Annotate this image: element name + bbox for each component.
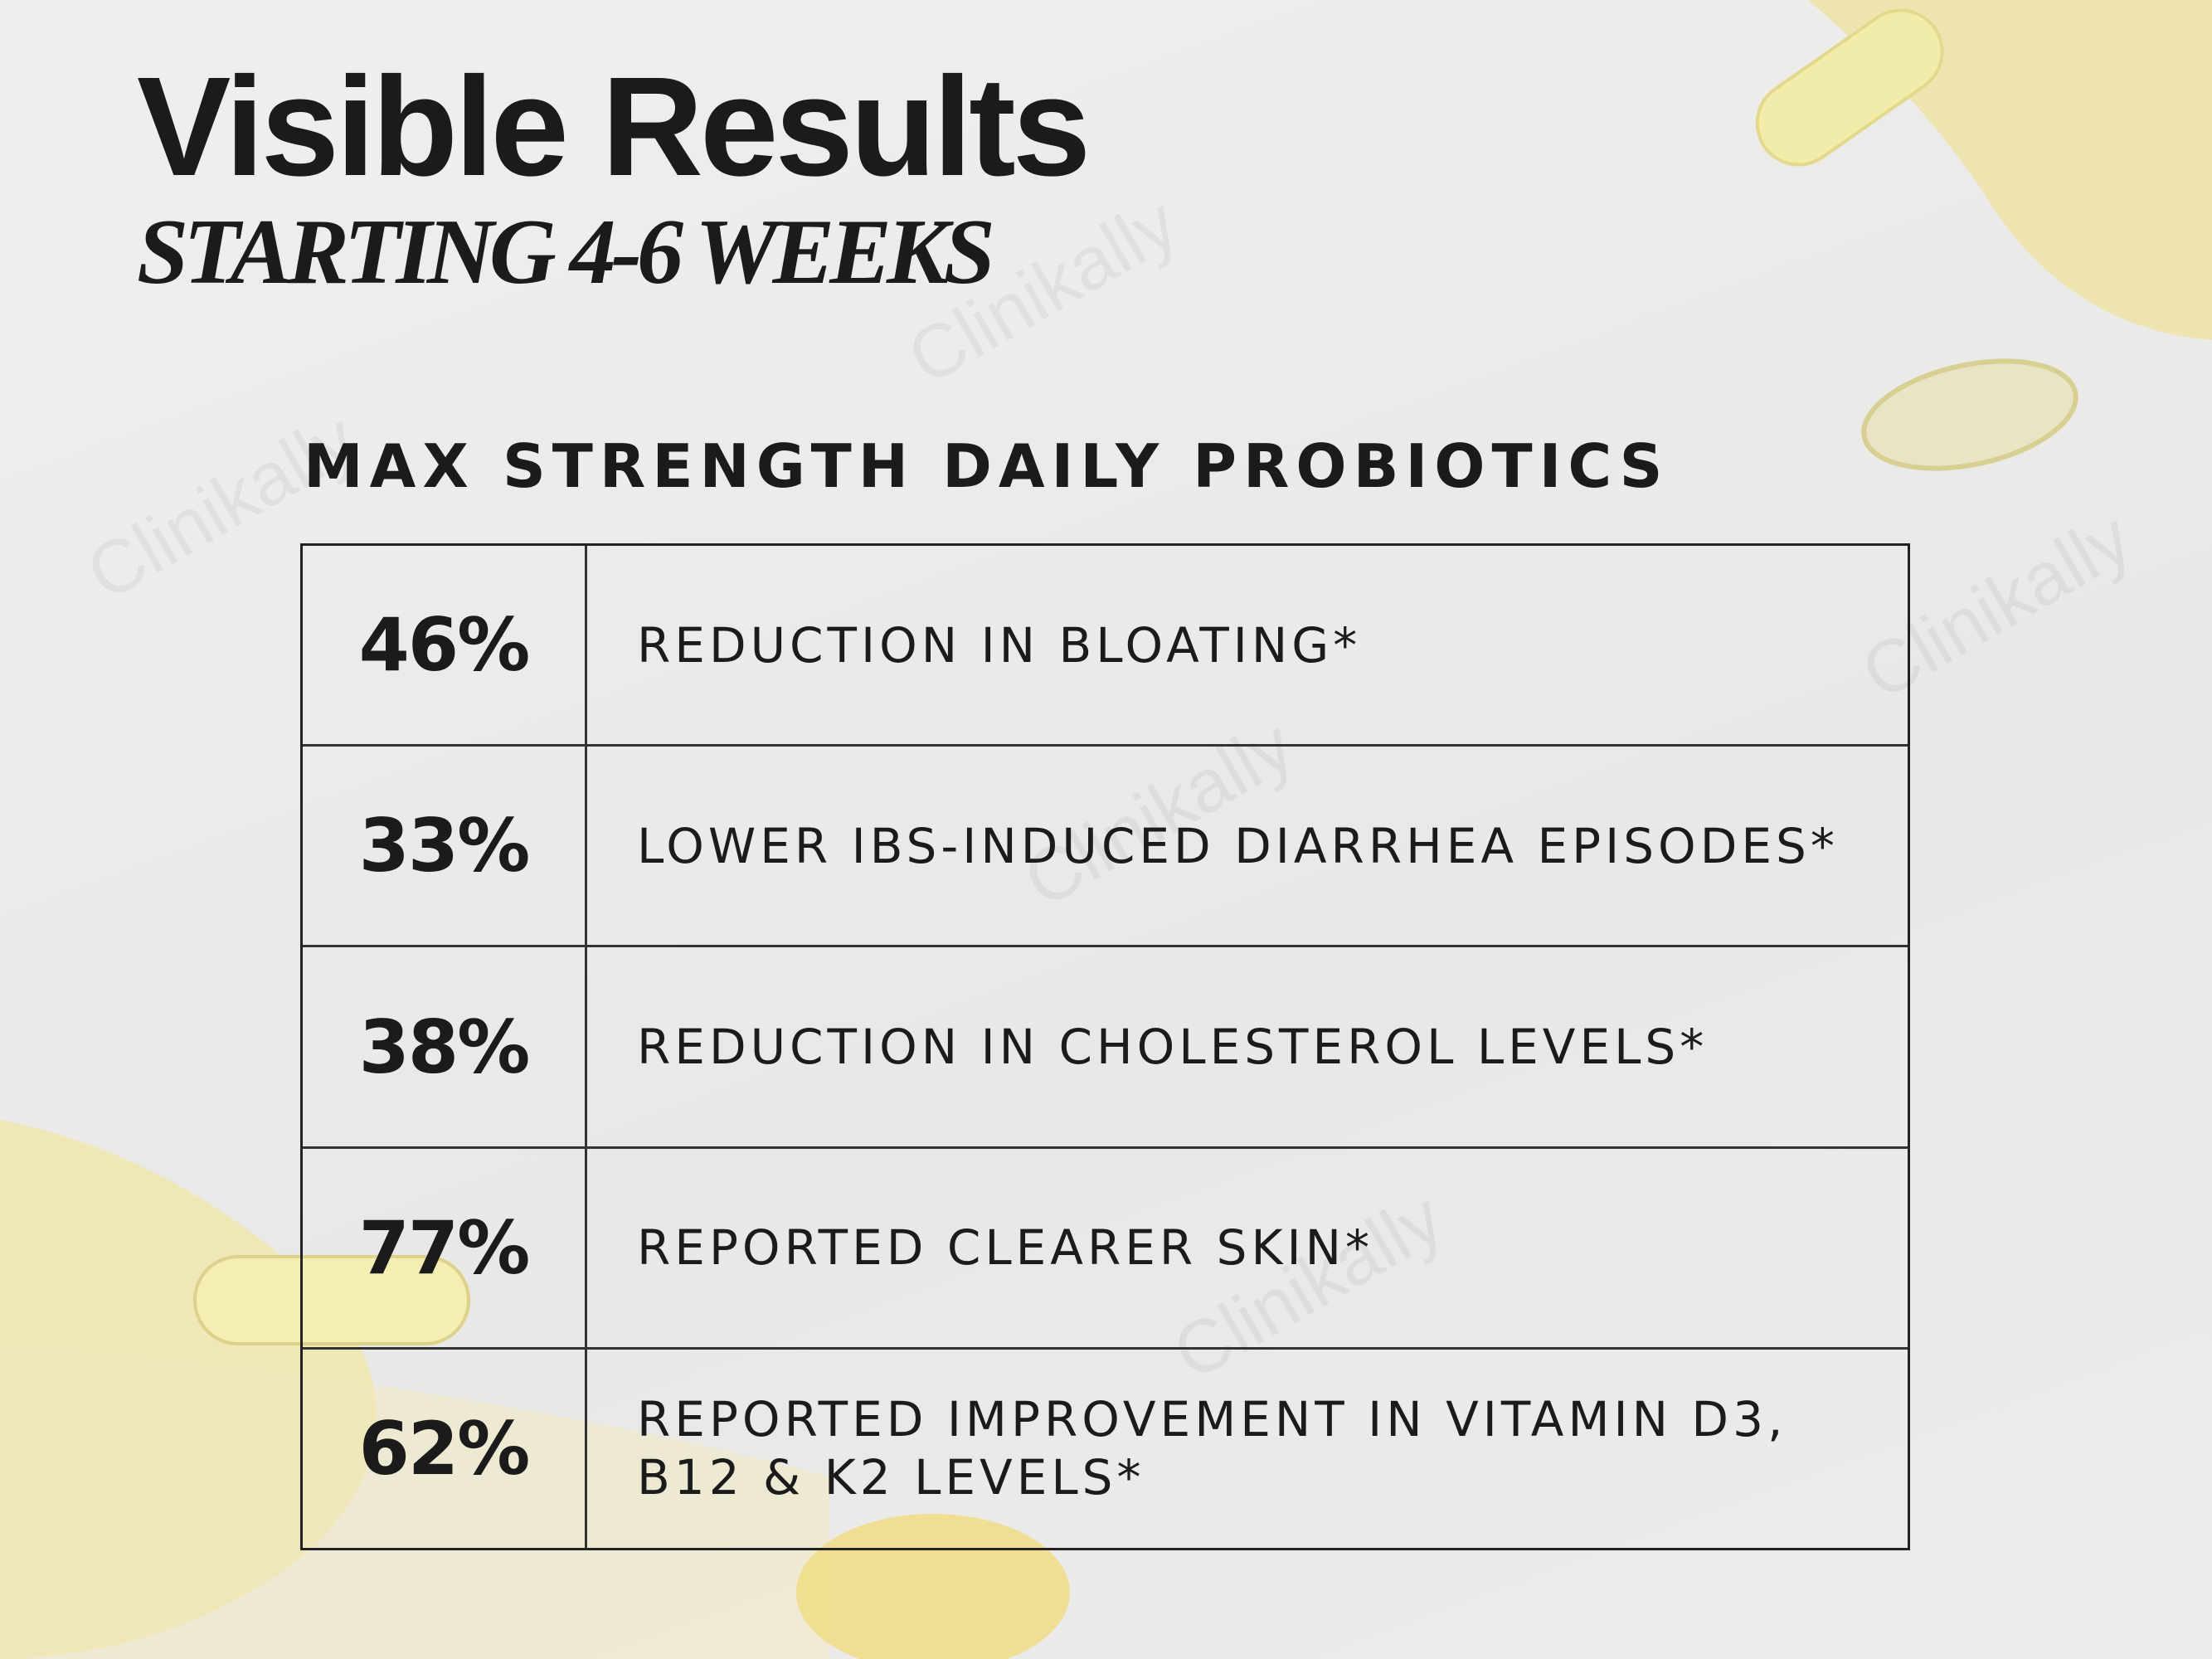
- subtitle: STARTING 4-6 WEEKS: [137, 201, 995, 304]
- table-row: 46% REDUCTION IN BLOATING*: [303, 546, 1908, 745]
- title: Visible Results: [137, 48, 1091, 206]
- percentage: 38%: [303, 947, 587, 1146]
- table-row: 33% LOWER IBS-INDUCED DIARRHEA EPISODES*: [303, 744, 1908, 946]
- description: REDUCTION IN CHOLESTEROL LEVELS*: [637, 1019, 1709, 1075]
- table-row: 77% REPORTED CLEARER SKIN*: [303, 1146, 1908, 1347]
- description: REPORTED CLEARER SKIN*: [637, 1219, 1373, 1277]
- description: LOWER IBS-INDUCED DIARRHEA EPISODES*: [637, 817, 1839, 874]
- percentage: 62%: [303, 1349, 587, 1549]
- table-row: 38% REDUCTION IN CHOLESTEROL LEVELS*: [303, 945, 1908, 1146]
- description: REDUCTION IN BLOATING*: [637, 616, 1362, 674]
- table-title: MAX STRENGTH DAILY PROBIOTICS: [304, 431, 1670, 501]
- percentage: 33%: [303, 747, 587, 946]
- table-row: 62% REPORTED IMPROVEMENT IN VITAMIN D3, B…: [303, 1346, 1908, 1549]
- description: REPORTED IMPROVEMENT IN VITAMIN D3, B12 …: [637, 1391, 1787, 1506]
- results-table: 46% REDUCTION IN BLOATING* 33% LOWER IBS-IN…: [300, 543, 1910, 1550]
- percentage: 77%: [303, 1148, 587, 1347]
- percentage: 46%: [303, 546, 587, 745]
